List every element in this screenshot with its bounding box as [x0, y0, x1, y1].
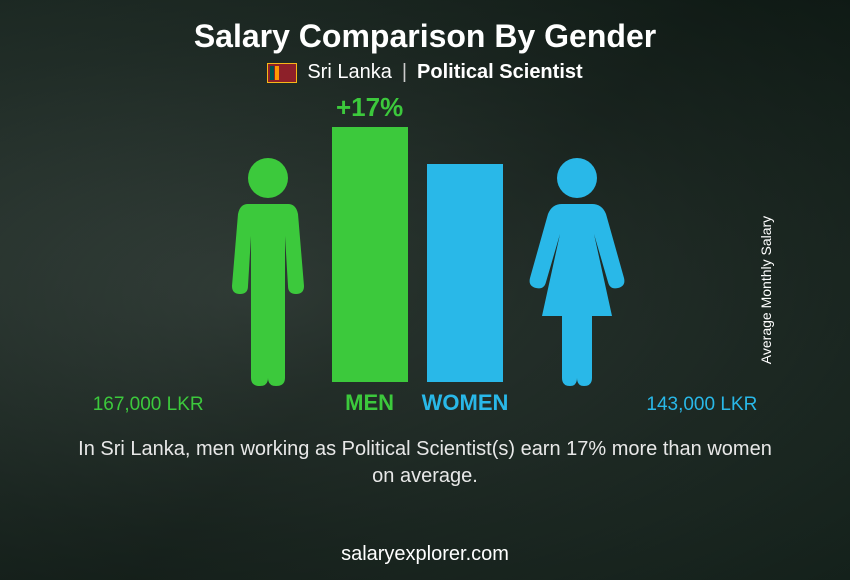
women-bar-wrap — [427, 92, 503, 382]
women-category-label: WOMEN — [422, 390, 509, 416]
chart-area: 167,000 LKR +17% MEN — [93, 96, 758, 416]
men-icon-wrap — [218, 126, 318, 386]
diff-label: +17% — [336, 92, 403, 123]
men-value-label: 167,000 LKR — [93, 394, 204, 416]
y-axis-label: Average Monthly Salary — [758, 216, 774, 364]
separator: | — [402, 61, 407, 84]
man-icon — [218, 156, 318, 386]
women-bar-col: WOMEN — [422, 92, 509, 416]
page-title: Salary Comparison By Gender — [194, 18, 656, 55]
men-bar-col: +17% MEN — [332, 92, 408, 416]
woman-icon — [522, 156, 632, 386]
women-icon-col — [522, 126, 632, 416]
content-container: Salary Comparison By Gender Sri Lanka | … — [0, 0, 850, 580]
description-text: In Sri Lanka, men working as Political S… — [65, 436, 785, 490]
footer-link[interactable]: salaryexplorer.com — [0, 543, 850, 566]
women-bar — [427, 164, 503, 382]
flag-icon — [267, 63, 297, 83]
women-value-label: 143,000 LKR — [646, 394, 757, 416]
women-value-col: 143,000 LKR — [646, 126, 757, 416]
job-title-label: Political Scientist — [417, 61, 583, 84]
men-bar-wrap: +17% — [332, 92, 408, 382]
women-icon-wrap — [522, 126, 632, 386]
subtitle-row: Sri Lanka | Political Scientist — [267, 61, 582, 84]
men-value-col: 167,000 LKR — [93, 126, 204, 416]
men-bar — [332, 127, 408, 382]
country-label: Sri Lanka — [307, 61, 392, 84]
men-icon-col — [218, 126, 318, 416]
men-category-label: MEN — [345, 390, 394, 416]
